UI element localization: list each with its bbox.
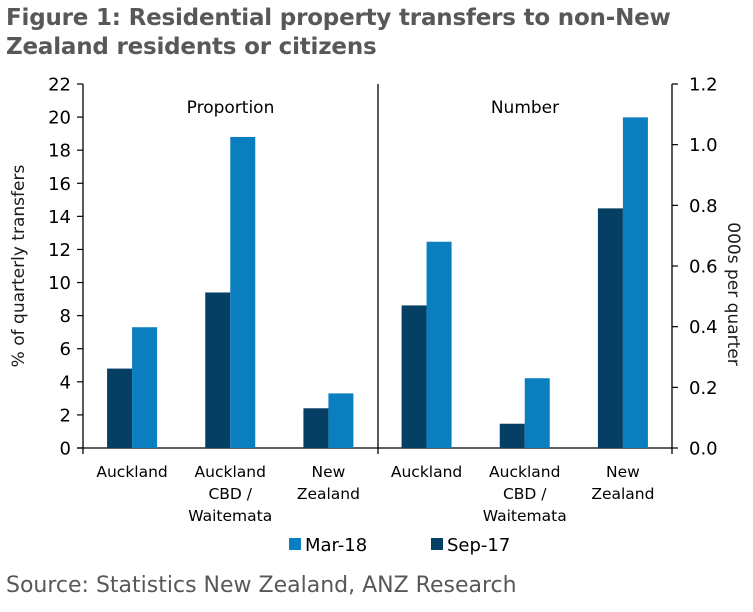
bar-mar-18-proportion-1 bbox=[230, 136, 256, 449]
right-tick-label: 0.8 bbox=[689, 196, 718, 217]
category-label: CBD / bbox=[208, 485, 252, 503]
left-tick-label: 8 bbox=[60, 306, 71, 327]
right-tick-label: 0.4 bbox=[689, 317, 718, 338]
left-tick-label: 2 bbox=[60, 405, 71, 426]
left-tick-label: 12 bbox=[48, 240, 71, 261]
bar-sep-17-number-1 bbox=[499, 423, 525, 448]
panel-label-number: Number bbox=[491, 98, 559, 118]
bar-mar-18-proportion-2 bbox=[328, 393, 354, 448]
left-tick-label: 4 bbox=[60, 372, 71, 393]
source-note: Source: Statistics New Zealand, ANZ Rese… bbox=[6, 573, 517, 598]
right-axis-title: 000s per quarter bbox=[723, 222, 743, 365]
category-label: Auckland bbox=[489, 463, 560, 481]
category-label: Auckland bbox=[96, 463, 167, 481]
left-tick-label: 0 bbox=[60, 439, 71, 460]
bar-mar-18-number-1 bbox=[524, 378, 550, 448]
left-tick-label: 6 bbox=[60, 339, 71, 360]
legend-swatch-mar-18 bbox=[289, 538, 301, 550]
chart-title: Figure 1: Residential property transfers… bbox=[6, 4, 751, 62]
left-tick-label: 14 bbox=[48, 207, 71, 228]
right-tick-label: 1.2 bbox=[689, 75, 718, 96]
legend-swatch-sep-17 bbox=[431, 538, 443, 550]
right-tick-label: 0.2 bbox=[689, 378, 718, 399]
bar-mar-18-number-2 bbox=[622, 117, 648, 448]
category-label: Auckland bbox=[391, 463, 462, 481]
left-tick-label: 10 bbox=[48, 273, 71, 294]
right-tick-label: 1.0 bbox=[689, 135, 718, 156]
category-label: Zealand bbox=[297, 485, 360, 503]
category-label: New bbox=[606, 463, 640, 481]
bar-sep-17-proportion-0 bbox=[107, 368, 133, 448]
category-label: Waitemata bbox=[483, 507, 567, 525]
category-label: Waitemata bbox=[188, 507, 272, 525]
left-tick-label: 22 bbox=[48, 75, 71, 96]
right-tick-label: 0.0 bbox=[689, 439, 718, 460]
left-tick-label: 18 bbox=[48, 141, 71, 162]
left-tick-label: 20 bbox=[48, 108, 71, 129]
bar-sep-17-proportion-2 bbox=[303, 408, 329, 448]
legend-label-mar-18: Mar-18 bbox=[305, 535, 367, 556]
bar-sep-17-number-0 bbox=[401, 305, 427, 448]
category-label: CBD / bbox=[503, 485, 547, 503]
bar-sep-17-number-2 bbox=[597, 208, 623, 448]
right-tick-label: 0.6 bbox=[689, 257, 718, 278]
bar-mar-18-proportion-0 bbox=[132, 327, 158, 448]
panel-label-proportion: Proportion bbox=[187, 98, 275, 118]
legend-label-sep-17: Sep-17 bbox=[447, 535, 510, 556]
bar-sep-17-proportion-1 bbox=[205, 292, 231, 448]
category-label: Auckland bbox=[195, 463, 266, 481]
left-axis-title: % of quarterly transfers bbox=[9, 165, 29, 368]
category-label: New bbox=[312, 463, 346, 481]
bar-mar-18-number-0 bbox=[426, 241, 452, 448]
category-label: Zealand bbox=[591, 485, 654, 503]
chart-title-line-1: Figure 1: Residential property transfers… bbox=[6, 5, 671, 31]
chart-title-line-2: Zealand residents or citizens bbox=[6, 34, 377, 60]
left-tick-label: 16 bbox=[48, 174, 71, 195]
